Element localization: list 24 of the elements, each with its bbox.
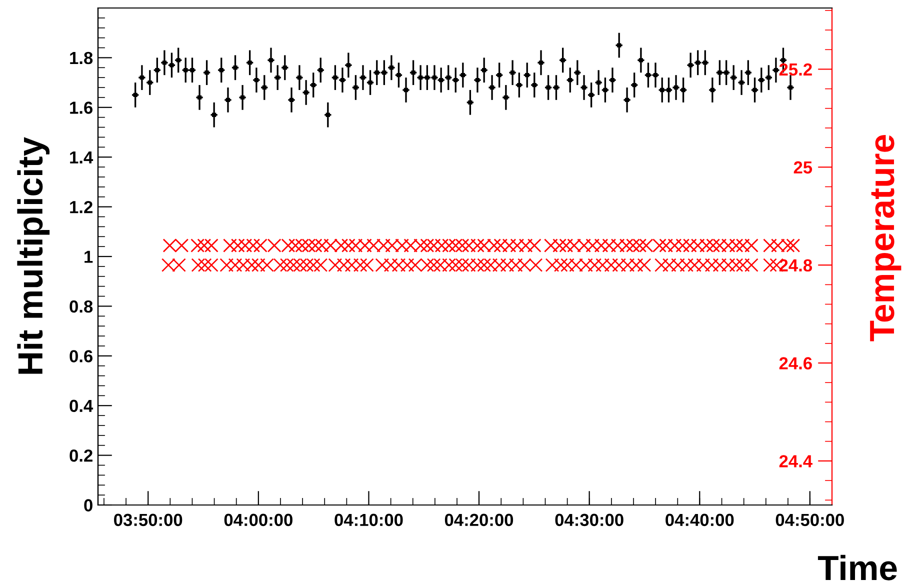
y-tick-label: 1.6 (70, 102, 93, 114)
y-tick-label: 0.6 (70, 350, 93, 362)
y-tick-label: 1 (84, 250, 93, 263)
x-tick-label: 04:10:00 (334, 514, 403, 526)
x-tick-label: 04:30:00 (555, 514, 624, 526)
x-tick-label: 03:50:00 (114, 514, 182, 526)
y-tick-label: 1.4 (70, 151, 94, 164)
x-axis-title: Time (818, 554, 897, 580)
y-tick-label: 1.2 (70, 200, 92, 214)
x-tick-label: 04:00:00 (224, 514, 292, 526)
y-tick-label: 0.8 (70, 300, 93, 313)
y2-tick-label: 24.8 (779, 259, 812, 272)
x-tick-label: 04:20:00 (444, 514, 514, 526)
y2-tick-label: 25 (794, 161, 812, 174)
y-tick-label: 0 (84, 499, 92, 512)
x-tick-label: 04:50:00 (776, 514, 844, 526)
y2-tick-label: 24.4 (779, 455, 812, 468)
y2-tick-label: 24.6 (779, 357, 812, 370)
y-axis-title: Hit multiplicity (17, 137, 50, 374)
y2-axis-title: Temperature (870, 135, 902, 342)
x-tick-label: 04:40:00 (666, 514, 734, 526)
y-tick-label: 0.4 (70, 400, 94, 412)
y-tick-label: 0.2 (70, 449, 92, 462)
y-tick-label: 1.8 (70, 52, 93, 64)
